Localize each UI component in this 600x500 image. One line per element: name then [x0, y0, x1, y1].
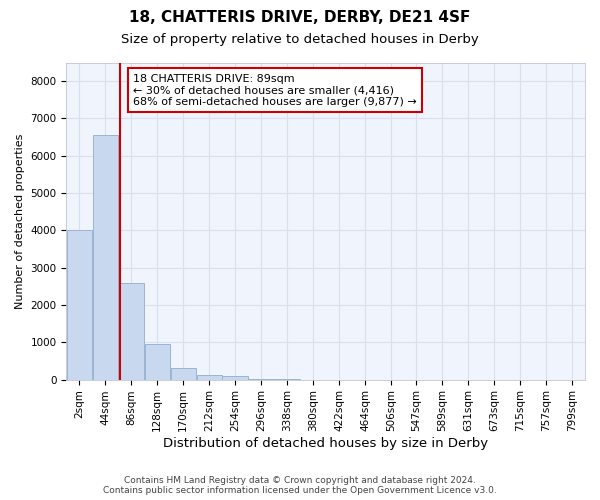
Text: 18, CHATTERIS DRIVE, DERBY, DE21 4SF: 18, CHATTERIS DRIVE, DERBY, DE21 4SF [130, 10, 470, 25]
Bar [92, 135, 118, 380]
Text: Contains HM Land Registry data © Crown copyright and database right 2024.
Contai: Contains HM Land Registry data © Crown c… [103, 476, 497, 495]
Y-axis label: Number of detached properties: Number of detached properties [15, 134, 25, 308]
Bar [119, 282, 144, 380]
Bar [67, 230, 92, 380]
Text: 18 CHATTERIS DRIVE: 89sqm
← 30% of detached houses are smaller (4,416)
68% of se: 18 CHATTERIS DRIVE: 89sqm ← 30% of detac… [133, 74, 417, 107]
Bar [197, 374, 222, 380]
Bar [170, 368, 196, 380]
X-axis label: Distribution of detached houses by size in Derby: Distribution of detached houses by size … [163, 437, 488, 450]
Bar [223, 376, 248, 380]
Text: Size of property relative to detached houses in Derby: Size of property relative to detached ho… [121, 32, 479, 46]
Bar [145, 344, 170, 380]
